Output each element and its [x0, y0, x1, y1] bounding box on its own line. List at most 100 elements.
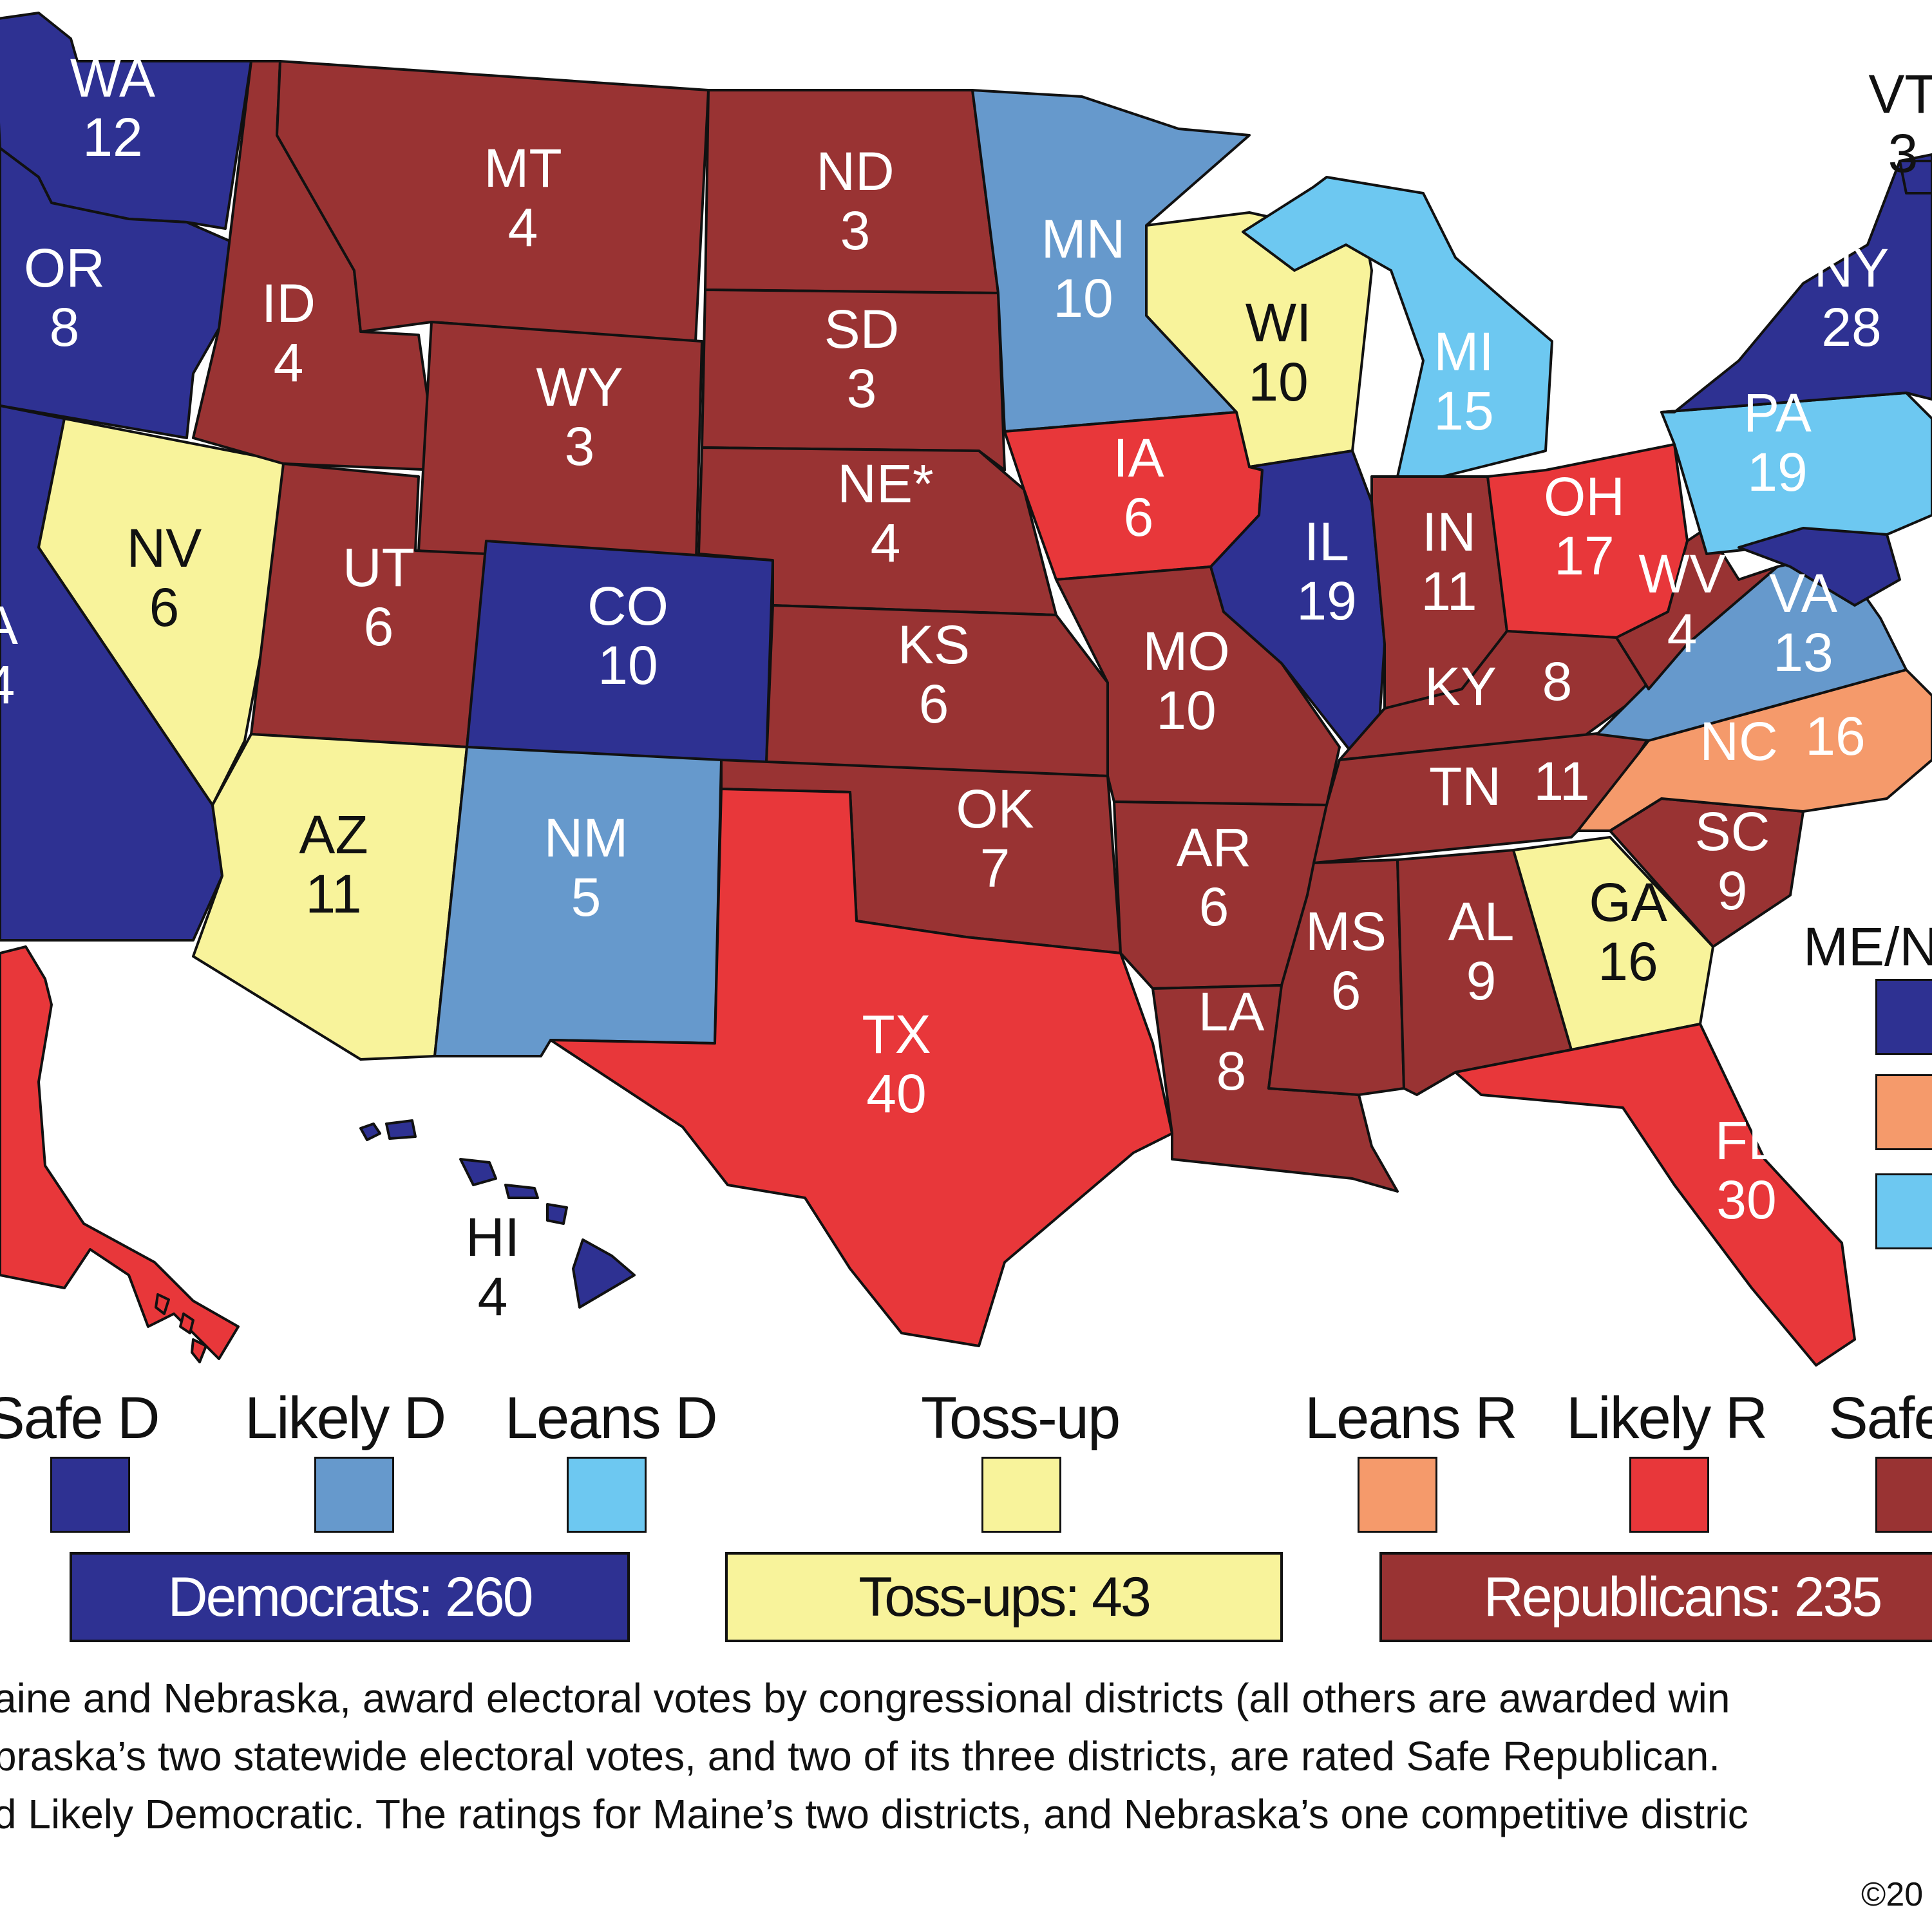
- legend-label-likely-r: Likely R: [1566, 1385, 1768, 1451]
- legend-label-leans-r: Leans R: [1305, 1385, 1518, 1451]
- state-ev-nc: 16: [1805, 706, 1865, 766]
- state-ev-ms: 6: [1331, 960, 1361, 1021]
- state-ev-ne: 4: [871, 513, 901, 573]
- state-label-al: AL: [1448, 891, 1515, 952]
- legend-swatch-likely-r: [1629, 1457, 1709, 1533]
- state-ev-or: 8: [50, 297, 80, 357]
- legend-label-safe-d: Safe D: [0, 1385, 160, 1451]
- me-ne-swatch-safe-d: [1875, 979, 1932, 1055]
- state-MI[interactable]: [1242, 176, 1553, 484]
- state-ev-id: 4: [274, 332, 304, 393]
- state-ev-oh: 17: [1554, 526, 1614, 586]
- state-ev-sc: 9: [1718, 860, 1748, 921]
- state-HI-3[interactable]: [459, 1158, 497, 1186]
- state-label-ar: AR: [1177, 817, 1252, 878]
- legend-swatch-leans-d: [567, 1457, 647, 1533]
- state-ev-wi: 10: [1248, 352, 1308, 412]
- state-label-ks: KS: [898, 614, 970, 675]
- state-label-wv: WV: [1638, 544, 1725, 604]
- state-ev-la: 8: [1217, 1041, 1247, 1101]
- state-AK-island-1[interactable]: [155, 1293, 170, 1315]
- footnote-line-3: d Likely Democratic. The ratings for Mai…: [0, 1791, 1748, 1837]
- state-NJ-MD[interactable]: [1738, 527, 1901, 607]
- state-MT[interactable]: [276, 60, 710, 343]
- state-IL[interactable]: [1209, 450, 1386, 755]
- copyright: ©20: [1861, 1876, 1924, 1913]
- state-label-il: IL: [1304, 511, 1349, 572]
- footnote-line-2: braska’s two statewide electoral votes, …: [0, 1733, 1721, 1779]
- state-ev-ga: 16: [1598, 931, 1658, 992]
- state-ev-ok: 7: [980, 838, 1010, 898]
- state-ev-ia: 6: [1124, 487, 1154, 547]
- state-AK-island-2[interactable]: [179, 1312, 194, 1334]
- state-label-ny: NY: [1814, 238, 1889, 298]
- legend-swatch-tossup: [981, 1457, 1061, 1533]
- state-label-ok: OK: [956, 779, 1034, 839]
- state-ev-ny: 28: [1821, 297, 1881, 357]
- state-ev-az: 11: [305, 864, 361, 924]
- legend-label-likely-d: Likely D: [245, 1385, 446, 1451]
- state-VT[interactable]: [1899, 160, 1932, 194]
- state-label-or: OR: [24, 238, 105, 298]
- state-ev-ut: 6: [364, 596, 394, 657]
- state-label-az: AZ: [299, 804, 368, 865]
- state-label-nd: ND: [816, 141, 894, 202]
- state-ev-al: 9: [1466, 951, 1497, 1011]
- state-ev-mt: 4: [508, 197, 538, 258]
- state-label-in: IN: [1422, 502, 1476, 562]
- state-label-hi: HI: [466, 1207, 520, 1267]
- state-label-ne: NE*: [837, 453, 933, 514]
- state-ev-tn: 11: [1533, 751, 1589, 811]
- state-label-oh: OH: [1544, 466, 1625, 527]
- state-label-a: A: [0, 595, 18, 656]
- state-label-wi: WI: [1245, 292, 1312, 353]
- state-label-ut: UT: [343, 537, 415, 598]
- state-HI-6[interactable]: [572, 1238, 636, 1309]
- state-ev-va: 13: [1773, 622, 1833, 683]
- state-TX[interactable]: [549, 788, 1173, 1347]
- me-ne-swatch-leans-d: [1875, 1173, 1932, 1249]
- legend-swatch-likely-d: [314, 1457, 394, 1533]
- state-ev-mn: 10: [1053, 268, 1113, 328]
- state-label-tx: TX: [862, 1004, 931, 1065]
- state-label-sc: SC: [1695, 801, 1770, 862]
- state-label-co: CO: [587, 576, 668, 636]
- state-ev-il: 19: [1296, 571, 1356, 631]
- state-ev-ks: 6: [919, 674, 949, 734]
- state-HI-1[interactable]: [359, 1122, 381, 1141]
- me-ne-swatch-leans-r: [1875, 1074, 1932, 1150]
- state-label-mi: MI: [1434, 321, 1493, 382]
- state-label-nv: NV: [127, 518, 202, 578]
- state-AK-island-3[interactable]: [191, 1338, 207, 1363]
- state-label-id: ID: [261, 273, 316, 334]
- state-ev-nm: 5: [571, 867, 601, 927]
- legend-label-safe-r: Safe: [1828, 1385, 1932, 1451]
- state-ev-wv: 4: [1667, 603, 1698, 663]
- total-tossups: Toss-ups: 43: [725, 1552, 1283, 1642]
- state-label-wa: WA: [70, 48, 155, 108]
- state-HI-2[interactable]: [385, 1119, 417, 1140]
- state-ev-a: 4: [0, 654, 15, 715]
- state-ev-nv: 6: [149, 577, 180, 638]
- state-GA[interactable]: [1512, 836, 1714, 1051]
- state-WV[interactable]: [1615, 527, 1779, 690]
- state-label-fl: FL: [1715, 1110, 1778, 1171]
- state-ev-pa: 19: [1747, 442, 1807, 502]
- state-label-ms: MS: [1305, 901, 1387, 961]
- state-AK[interactable]: [0, 945, 240, 1360]
- state-ev-wa: 12: [82, 107, 142, 167]
- state-label-vt: VT: [1868, 64, 1932, 124]
- state-ev-sd: 3: [847, 358, 877, 419]
- legend-swatch-leans-r: [1358, 1457, 1437, 1533]
- state-label-sd: SD: [824, 299, 900, 359]
- state-HI-4[interactable]: [504, 1184, 539, 1199]
- state-label-pa: PA: [1743, 383, 1812, 443]
- state-NY[interactable]: [1660, 153, 1932, 413]
- state-HI-5[interactable]: [546, 1203, 568, 1225]
- total-republicans: Republicans: 235: [1379, 1552, 1932, 1642]
- me-ne-districts-label: ME/N: [1803, 916, 1932, 977]
- state-label-ky: KY: [1425, 656, 1497, 717]
- state-FL[interactable]: [1454, 1023, 1856, 1367]
- state-PA[interactable]: [1660, 392, 1932, 555]
